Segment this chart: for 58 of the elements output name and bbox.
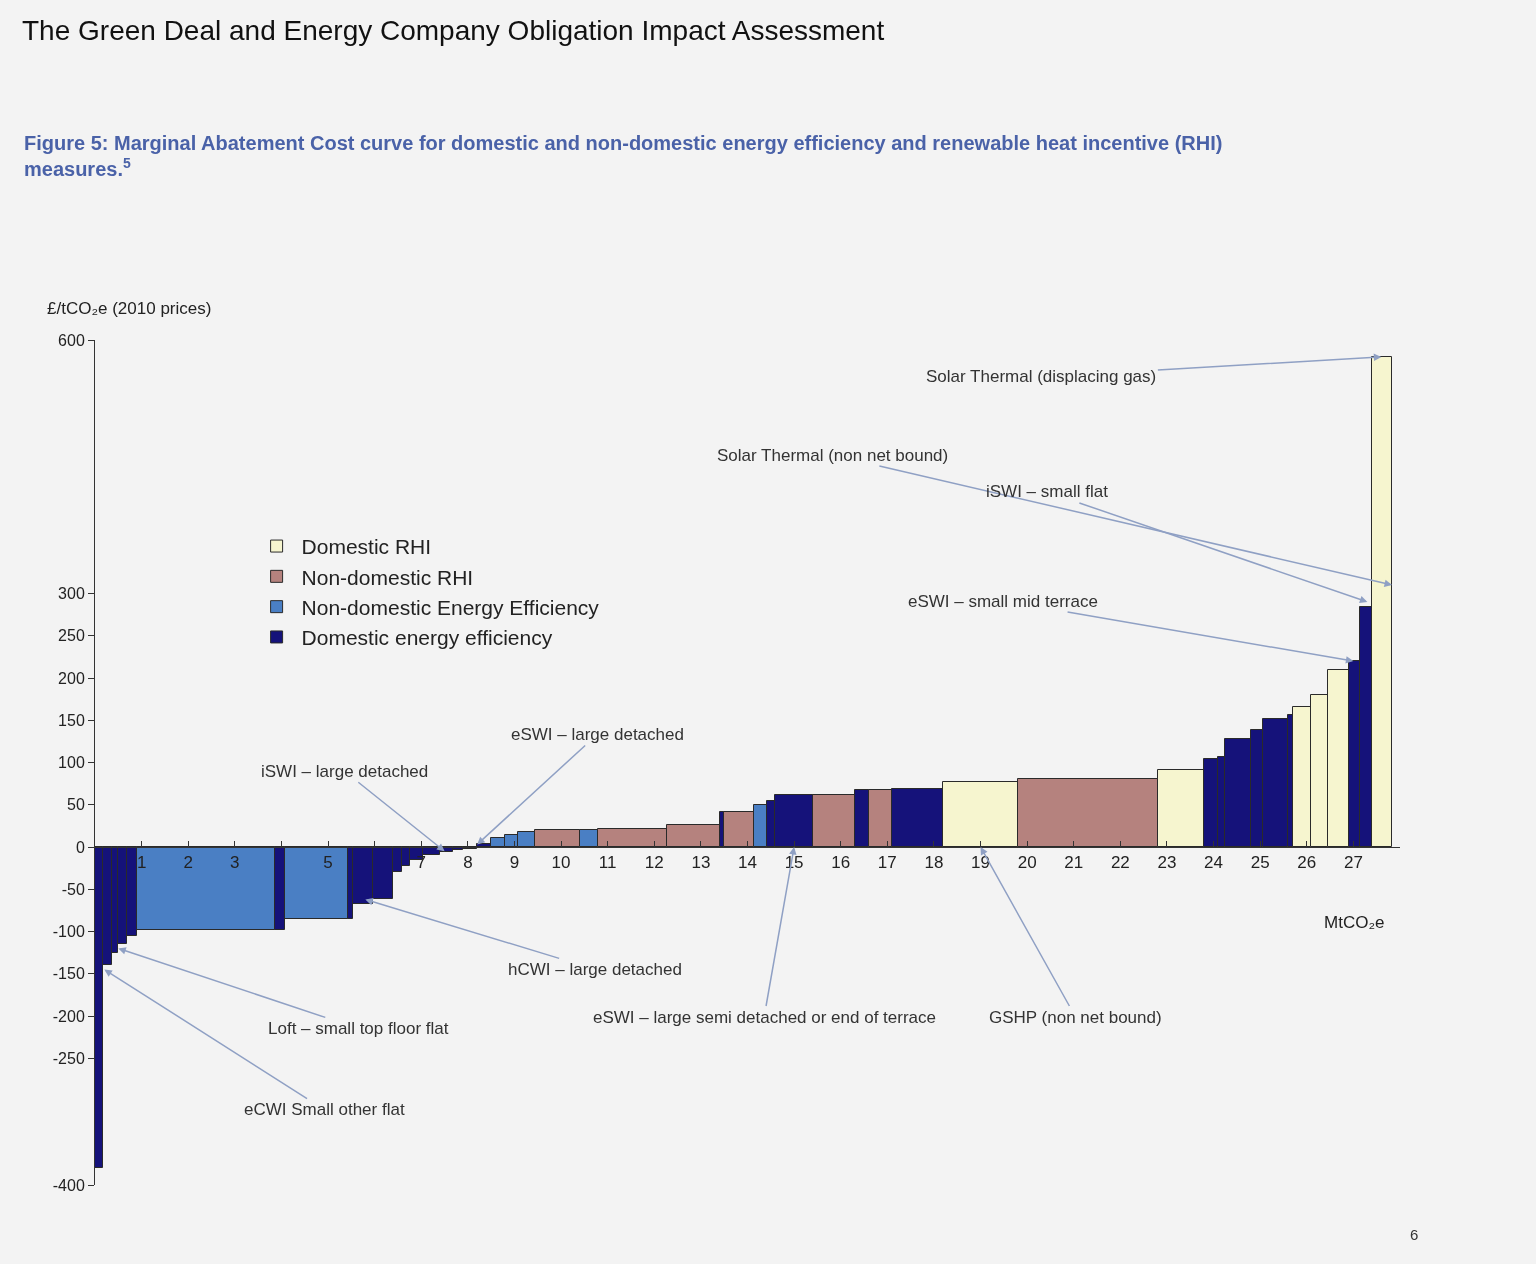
- x-tick-label: 9: [509, 853, 520, 873]
- y-tick-label: -400: [52, 1176, 85, 1194]
- x-tick-label: 27: [1343, 853, 1363, 873]
- x-axis-title: MtCO₂e: [1324, 913, 1385, 932]
- y-tick-label: -150: [52, 965, 85, 983]
- annotation: GSHP (non net bound): [989, 1008, 1162, 1027]
- y-tick-label: -100: [52, 923, 85, 941]
- legend-label: Domestic energy efficiency: [301, 626, 553, 650]
- x-tick-label: 12: [644, 853, 664, 873]
- y-tick-label: 200: [58, 669, 85, 687]
- chart-subtitle: Figure 5: Marginal Abatement Cost curve for domestic and non-domestic energy efficiency and renewable heat incentive (RHI) measures.$^{5}$: [24, 132, 1223, 180]
- x-tick-label: 20: [1017, 853, 1037, 873]
- x-tick-label: 15: [784, 853, 804, 873]
- y-tick-label: -250: [52, 1049, 85, 1067]
- x-tick-label: 23: [1157, 853, 1177, 873]
- x-tick-label: 10: [551, 853, 571, 873]
- y-tick-label: 150: [58, 711, 85, 729]
- text: 6: [1410, 1226, 1419, 1243]
- annotation: iSWI – small flat: [986, 482, 1109, 501]
- annotation: hCWI – large detached: [508, 960, 682, 979]
- x-tick-label: 2: [183, 853, 193, 873]
- x-tick-label: 11: [598, 853, 617, 873]
- y-tick-label: 600: [58, 331, 85, 349]
- x-tick-label: 24: [1204, 853, 1224, 873]
- annotation: iSWI – large detached: [261, 762, 429, 781]
- x-tick-label: 21: [1064, 853, 1084, 873]
- annotation: eCWI Small other flat: [244, 1100, 405, 1119]
- x-tick-label: 13: [691, 853, 711, 873]
- annotation: Solar Thermal (displacing gas): [926, 367, 1157, 386]
- x-tick-label: 8: [463, 853, 473, 873]
- annotation: Solar Thermal (non net bound): [717, 446, 949, 465]
- x-tick-label: 18: [924, 853, 944, 873]
- y-tick-label: 0: [75, 838, 85, 856]
- legend-label: Non-domestic Energy Efficiency: [301, 595, 600, 619]
- annotation: Loft – small top floor flat: [268, 1019, 449, 1038]
- legend-label: Non-domestic RHI: [301, 565, 474, 589]
- y-tick-label: 250: [58, 627, 85, 645]
- chart-title: The Green Deal and Energy Company Obligation Impact Assessment: [22, 14, 885, 46]
- x-tick-label: 3: [230, 853, 240, 873]
- annotation: eSWI – small mid terrace: [908, 592, 1098, 611]
- x-tick-label: 14: [738, 853, 757, 873]
- y-tick-label: -200: [52, 1007, 85, 1025]
- y-tick-label: 100: [58, 754, 85, 772]
- x-tick-label: 19: [971, 853, 990, 873]
- x-tick-label: 25: [1250, 853, 1270, 873]
- y-tick-label: 300: [58, 585, 85, 603]
- annotation: eSWI – large semi detached or end of terrace: [593, 1008, 937, 1027]
- x-tick-label: 22: [1110, 853, 1130, 873]
- x-tick-label: 1: [136, 853, 147, 873]
- y-tick-label: -50: [61, 880, 85, 898]
- x-tick-label: 5: [323, 853, 333, 873]
- annotation: eSWI – large detached: [511, 725, 684, 744]
- legend-label: Domestic RHI: [301, 535, 432, 559]
- y-axis-title: £/tCO₂e (2010 prices): [47, 299, 212, 318]
- y-tick-label: 50: [67, 796, 85, 814]
- x-tick-label: 16: [831, 853, 851, 873]
- x-tick-label: 17: [877, 853, 897, 873]
- x-tick-label: 26: [1297, 853, 1317, 873]
